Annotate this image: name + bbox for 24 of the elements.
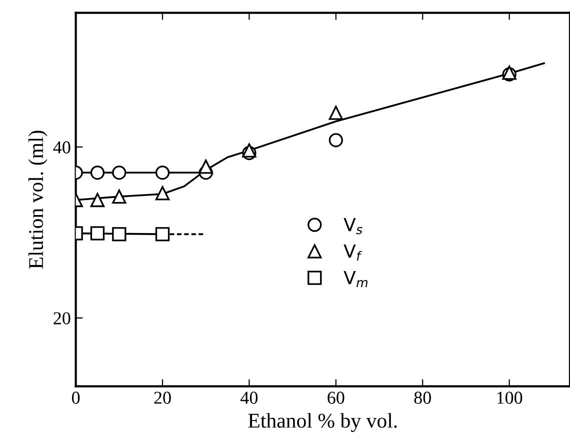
legend-label: V$_{m}$: [344, 270, 368, 288]
x-tick-label: 20: [154, 392, 171, 404]
point: [112, 227, 126, 242]
point: [112, 189, 126, 204]
point: [155, 186, 170, 200]
point: [155, 227, 170, 242]
point: [328, 106, 343, 120]
point: [328, 133, 343, 148]
point: [198, 160, 213, 174]
x-tick-label: 100: [497, 392, 522, 404]
point: [90, 226, 105, 240]
point: [90, 166, 105, 180]
point: [90, 192, 105, 208]
y-axis-title: Elution vol. (ml): [28, 130, 48, 269]
x-tick-label: 40: [240, 392, 258, 404]
x-axis-title: Ethanol % by vol.: [248, 413, 397, 432]
legend-label: V$_{s}$: [344, 218, 362, 234]
point: [112, 166, 126, 180]
x-tick-label: 60: [328, 392, 344, 404]
point: [242, 143, 256, 158]
x-tick-label: 80: [414, 392, 431, 404]
x-tick-label: 0: [72, 392, 80, 404]
point: [155, 166, 170, 180]
legend-label: V$_{f}$: [344, 244, 362, 261]
